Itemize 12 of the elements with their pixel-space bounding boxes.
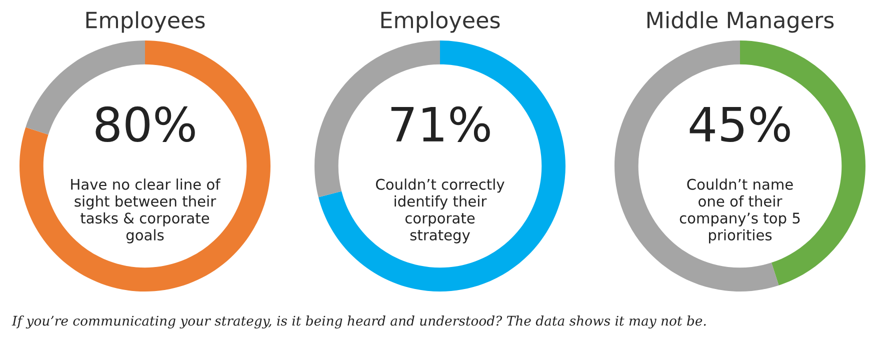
chart-title: Employees <box>86 11 205 33</box>
text: Couldn’t name one of their company’s top 5 priorities <box>680 178 800 244</box>
chart-title: Middle Managers <box>647 11 834 33</box>
data-label: 71% <box>391 106 490 142</box>
chart-title: Employees <box>381 11 500 33</box>
donut-slice <box>20 40 270 292</box>
text: Couldn’t correctly identify their corporate strategy <box>376 178 504 244</box>
data-label: 80% <box>96 106 195 142</box>
text: If you’re communicating your strategy, is it being heard and understood? The data shows it may not be. <box>12 316 706 328</box>
data-label: 45% <box>690 106 790 142</box>
text: Have no clear line of sight between their tasks & corporate goals <box>71 178 221 244</box>
donut-slice <box>318 40 566 292</box>
